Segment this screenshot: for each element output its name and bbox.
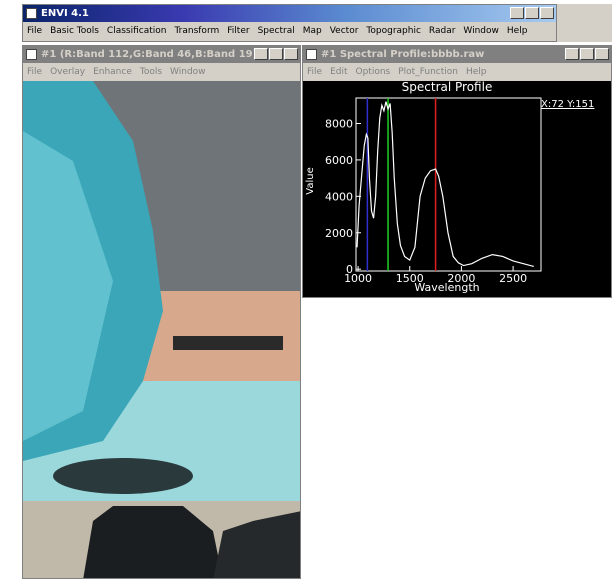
spectral-profile-window: #1 Spectral Profile:bbbb.raw File Edit Opt… [302,45,612,298]
menu-item[interactable]: Help [506,26,528,36]
menu-item[interactable]: Radar [428,26,456,36]
x-tick-label: 2500 [499,272,527,285]
chart-title: Spectral Profile [402,81,493,94]
menu-item[interactable]: Spectral [257,26,295,36]
y-axis-label: Value [305,167,316,194]
image-window: #1 (R:Band 112,G:Band 46,B:Band 19):bbb … [22,45,301,579]
x-tick-label: 1000 [344,272,372,285]
window-icon [306,49,317,60]
menu-item[interactable]: Help [465,67,487,77]
window-title: ENVI 4.1 [41,8,89,19]
image-display [23,81,300,578]
menu-item[interactable]: Filter [227,26,250,36]
x-axis-label: Wavelength [414,281,479,294]
window-icon [26,49,37,60]
y-tick-label: 4000 [325,190,353,203]
x-tick-label: 2000 [447,272,475,285]
y-tick-label: 6000 [325,154,353,167]
cursor-readout: X:72 Y:151 [541,99,594,110]
y-tick-label: 8000 [325,117,353,130]
menu-item[interactable]: Map [302,26,322,36]
menu-bar: File Edit Options Plot_Function Help [303,64,611,81]
menu-item[interactable]: Tools [139,67,163,77]
background-window [557,4,612,42]
title-bar: ENVI 4.1 [23,5,556,22]
y-tick-label: 2000 [325,227,353,240]
menu-item[interactable]: Window [463,26,499,36]
y-tick-label: 0 [346,263,353,276]
menu-item[interactable]: File [307,67,323,77]
menu-item[interactable]: Options [355,67,391,77]
window-title: #1 Spectral Profile:bbbb.raw [321,49,485,60]
menu-item[interactable]: Overlay [50,67,86,77]
menu-item[interactable]: Vector [329,26,359,36]
menu-item[interactable]: Window [170,67,206,77]
menu-item[interactable]: Edit [330,67,348,77]
menu-item[interactable]: File [27,26,43,36]
envi-main-window: ENVI 4.1 File Basic Tools Classification Tr… [22,4,557,42]
app-icon [26,8,37,19]
title-bar: #1 Spectral Profile:bbbb.raw [303,46,611,63]
menu-item[interactable]: Classification [106,26,167,36]
plot-area: Spectral Profile Wavelength Value X:72 Y… [303,81,611,297]
x-tick-label: 1500 [396,272,424,285]
spectrum-line [356,101,534,268]
title-bar: #1 (R:Band 112,G:Band 46,B:Band 19):bbb [23,46,300,63]
menu-bar: File Overlay Enhance Tools Window [23,64,300,81]
window-buttons[interactable] [565,48,609,60]
menu-item[interactable]: File [27,67,43,77]
menu-item[interactable]: Transform [174,26,220,36]
window-buttons[interactable] [510,7,554,19]
window-title: #1 (R:Band 112,G:Band 46,B:Band 19):bbb [41,49,283,60]
window-buttons[interactable] [254,48,298,60]
menu-item[interactable]: Enhance [93,67,132,77]
menu-bar: File Basic Tools Classification Transform Fi… [23,23,556,40]
menu-item[interactable]: Plot_Function [398,67,458,77]
plot-frame [355,97,542,272]
menu-item[interactable]: Basic Tools [50,26,99,36]
menu-item[interactable]: Topographic [366,26,421,36]
